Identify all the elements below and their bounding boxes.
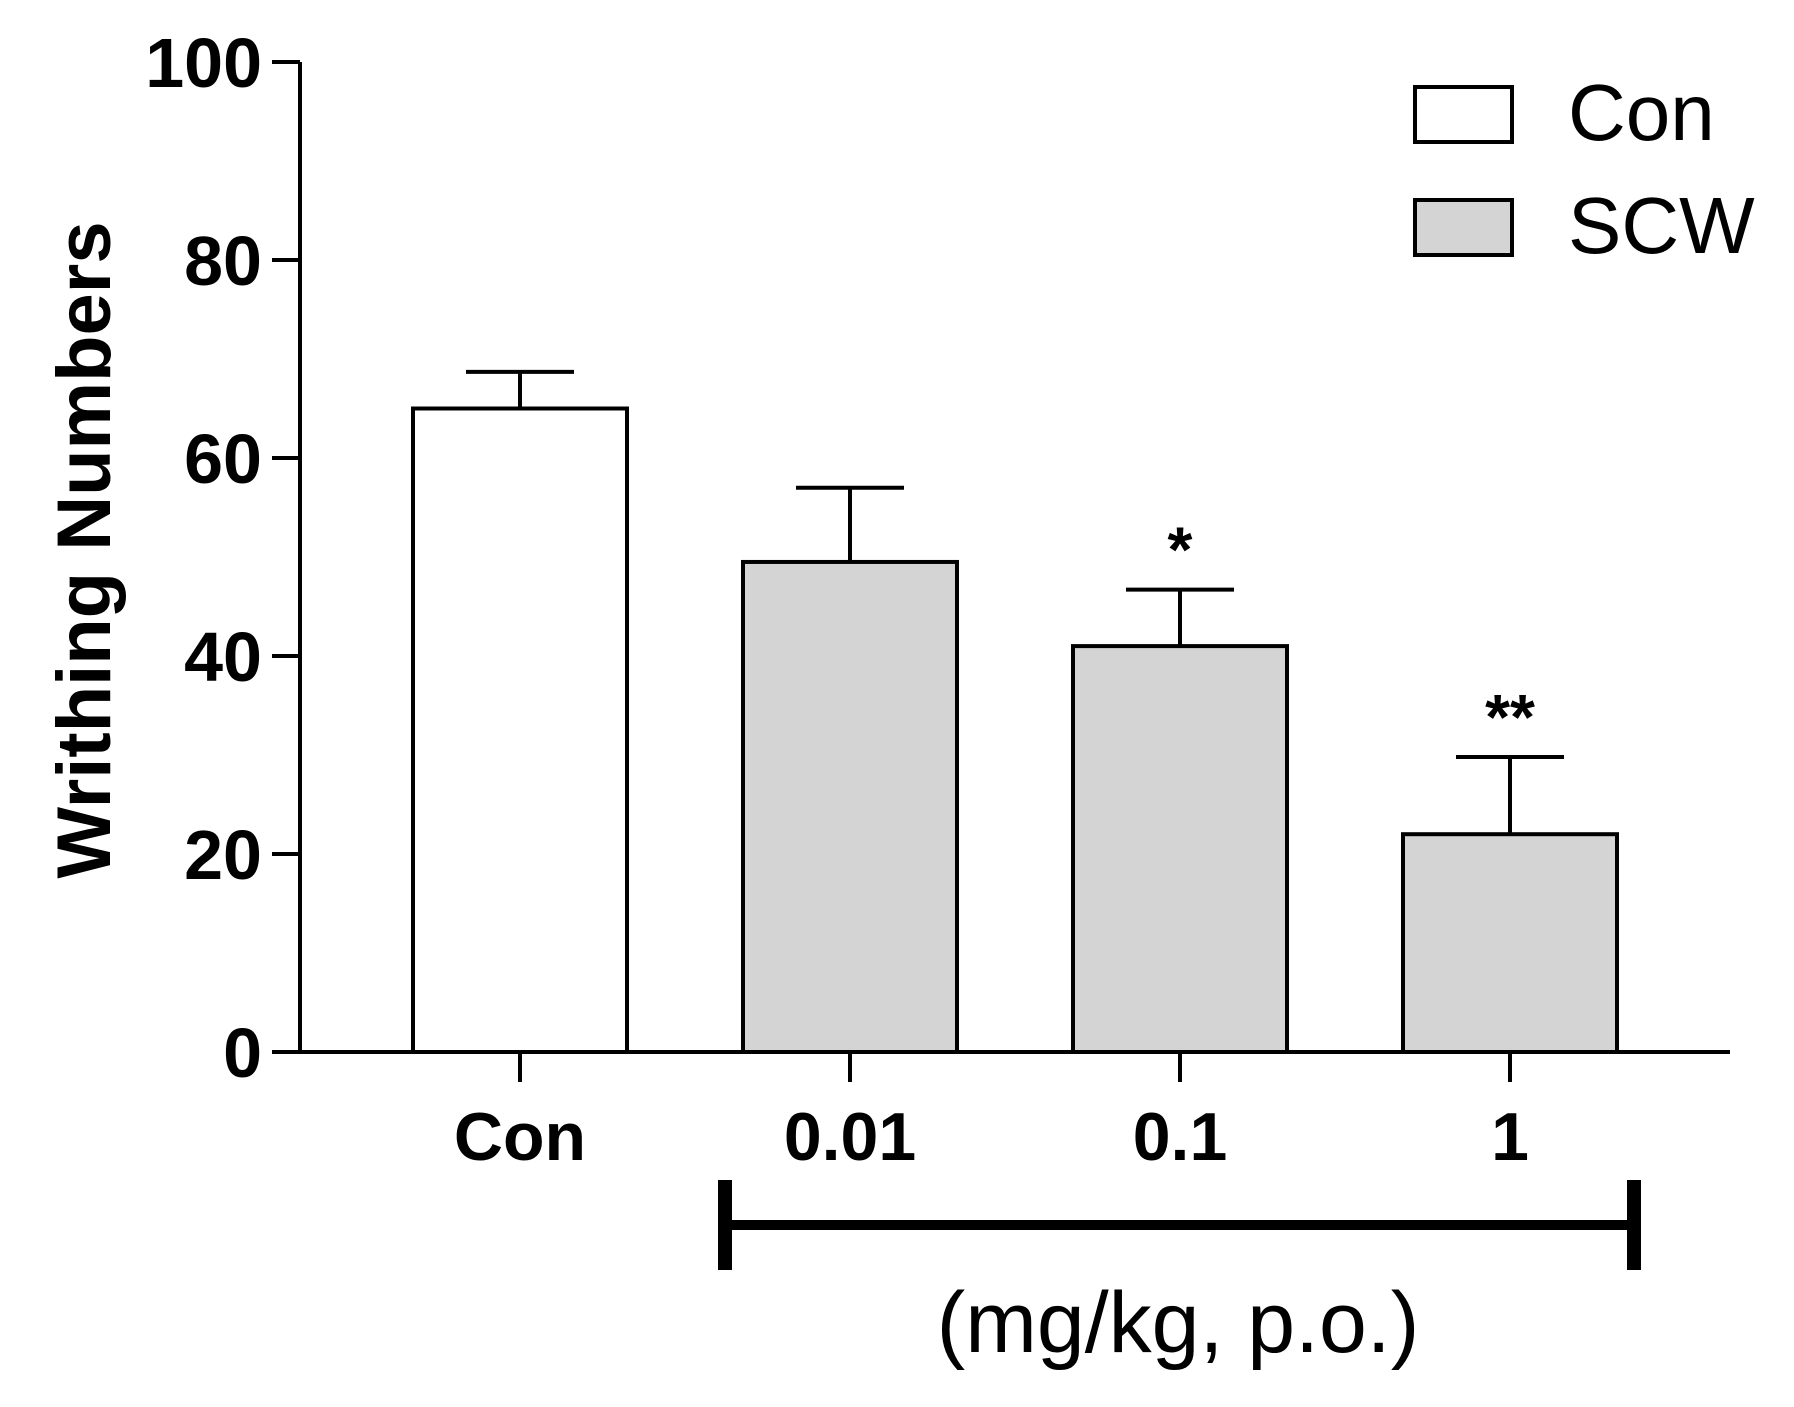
y-tick-label-2: 40 — [184, 618, 262, 696]
legend-label-scw: SCW — [1568, 181, 1755, 270]
y-tick-label-0: 0 — [223, 1014, 262, 1092]
y-tick-label-4: 80 — [184, 222, 262, 300]
y-tick-label-1: 20 — [184, 816, 262, 894]
dose-unit-label: (mg/kg, p.o.) — [937, 1275, 1420, 1371]
y-axis-label: Writhing Numbers — [42, 221, 127, 878]
x-tick-label-2: 0.1 — [1133, 1099, 1228, 1175]
y-tick-label-3: 60 — [184, 420, 262, 498]
x-tick-label-3: 1 — [1491, 1099, 1529, 1175]
y-tick-label-5: 100 — [145, 24, 262, 102]
plot-area: 0 20 40 60 80 100 Con 0.01 0.1 * 1 ** — [145, 24, 1730, 1175]
legend: Con SCW — [1413, 68, 1755, 270]
x-tick-label-1: 0.01 — [784, 1099, 916, 1175]
bar-0 — [411, 406, 629, 1054]
significance-marker-2: * — [1168, 514, 1193, 586]
x-tick-label-0: Con — [454, 1099, 586, 1175]
legend-swatch-con — [1413, 85, 1514, 144]
bar-3 — [1401, 832, 1619, 1055]
bar-1 — [741, 559, 959, 1054]
dose-bracket — [718, 1180, 1641, 1270]
legend-label-con: Con — [1568, 68, 1715, 157]
legend-swatch-scw — [1413, 198, 1514, 257]
bar-2 — [1071, 644, 1289, 1054]
significance-marker-3: ** — [1485, 681, 1535, 753]
